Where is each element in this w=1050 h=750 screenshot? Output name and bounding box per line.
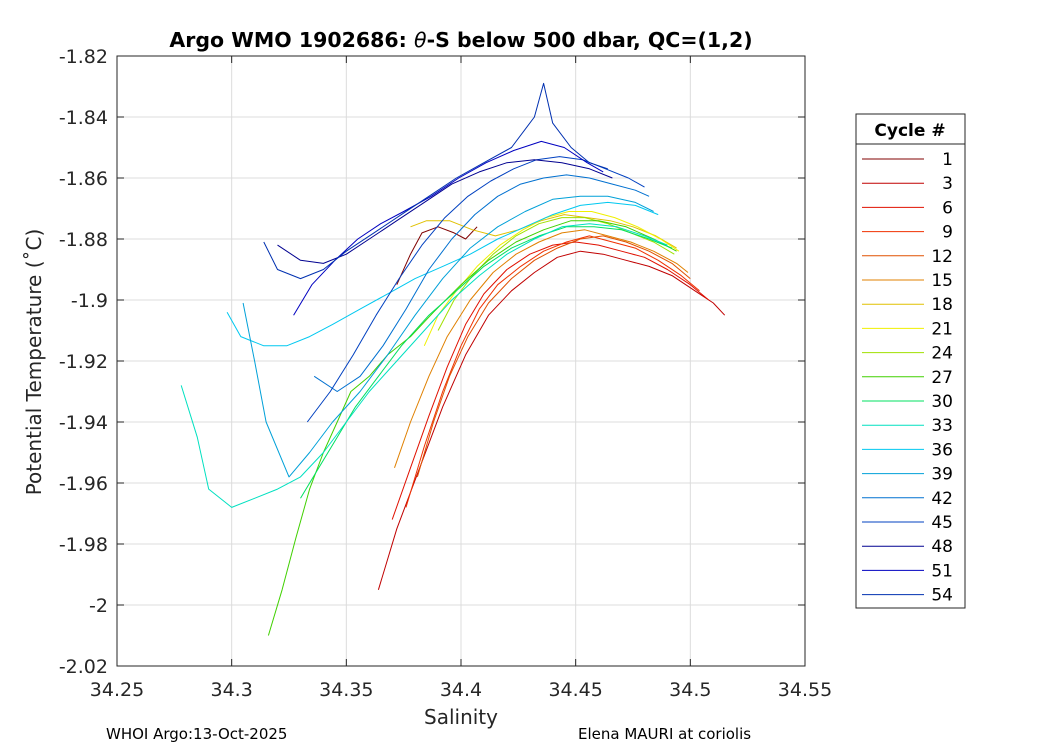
y-tick-label: -1.9 [71,290,108,312]
x-tick-label: 34.55 [778,679,832,701]
legend: Cycle # 13691215182124273033363942454851… [855,113,966,609]
series-line-cycle-15 [394,229,689,468]
legend-label-cycle-15: 15 [931,271,953,291]
footer-credit-left: WHOI Argo:13-Oct-2025 [106,725,288,743]
legend-label-cycle-18: 18 [931,295,953,315]
y-tick-label: -1.84 [59,107,108,129]
x-tick-label: 34.25 [90,679,144,701]
series-line-cycle-54 [263,82,608,280]
legend-box [855,143,966,609]
x-tick-label: 34.3 [211,679,253,701]
legend-label-cycle-3: 3 [942,174,953,194]
series-line-cycle-36 [226,201,659,347]
series-line-cycle-27 [267,220,677,636]
legend-label-cycle-54: 54 [931,586,953,606]
y-tick-label: -1.82 [59,46,108,68]
data-series [180,82,726,636]
legend-label-cycle-33: 33 [931,416,953,436]
x-tick-label: 34.45 [548,679,602,701]
y-tick-label: -1.86 [59,168,108,190]
legend-label-cycle-48: 48 [931,537,953,557]
y-tick-label: -2.02 [59,656,108,678]
y-tick-label: -1.94 [59,412,108,434]
series-line-cycle-3 [377,250,726,590]
x-tick-label: 34.4 [440,679,482,701]
legend-label-cycle-39: 39 [931,465,953,485]
series-line-cycle-9 [405,235,700,508]
legend-label-cycle-51: 51 [931,561,953,581]
y-tick-label: -1.88 [59,229,108,251]
x-axis-label: Salinity [424,705,498,729]
axis-ticks: 34.25 34.3 34.35 34.4 34.45 34.5 34.55 -2.02 -2 -… [59,46,832,701]
x-tick-label: 34.5 [669,679,711,701]
legend-label-cycle-27: 27 [931,368,953,388]
y-tick-label: -1.92 [59,351,108,373]
series-line-cycle-39 [242,195,654,478]
footer-credit-right: Elena MAURI at coriolis [578,725,752,743]
series-line-cycle-1 [396,226,478,285]
series-line-cycle-48 [277,159,613,264]
series-line-cycle-42 [313,174,650,392]
legend-label-cycle-30: 30 [931,392,953,412]
legend-label-cycle-12: 12 [931,247,953,267]
x-tick-label: 34.35 [319,679,373,701]
series-line-cycle-33 [180,223,668,508]
legend-title-box [855,113,966,145]
legend-label-cycle-45: 45 [931,513,953,533]
legend-title: Cycle # [874,121,945,141]
legend-label-cycle-6: 6 [942,198,953,218]
legend-label-cycle-9: 9 [942,223,953,243]
y-tick-label: -1.96 [59,473,108,495]
legend-label-cycle-1: 1 [942,150,953,170]
legend-label-cycle-36: 36 [931,440,953,460]
y-axis-label: Potential Temperature (˚C) [22,229,46,496]
legend-label-cycle-42: 42 [931,489,953,509]
chart-title: Argo WMO 1902686: θ-S below 500 dbar, QC… [169,28,752,52]
series-line-cycle-6 [391,241,710,520]
y-tick-label: -2 [89,595,108,617]
legend-label-cycle-24: 24 [931,344,953,364]
legend-label-cycle-21: 21 [931,319,953,339]
series-line-cycle-18 [410,214,677,249]
y-tick-label: -1.98 [59,534,108,556]
series-line-cycle-12 [416,235,691,478]
